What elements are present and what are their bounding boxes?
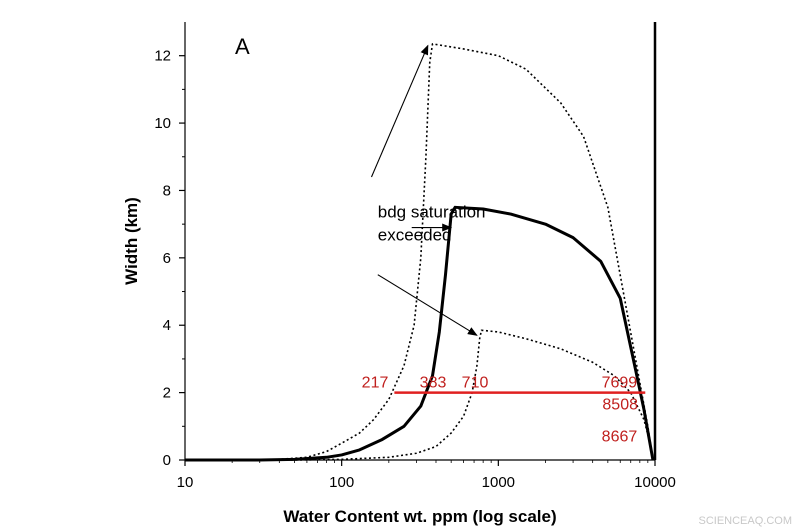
annotation-line: bdg saturation bbox=[378, 202, 486, 221]
x-tick-label: 10000 bbox=[634, 474, 676, 491]
annotation-arrows bbox=[370, 44, 478, 336]
value-label: 383 bbox=[420, 375, 447, 392]
series-line-2 bbox=[185, 329, 654, 461]
y-tick-label: 2 bbox=[163, 385, 171, 402]
watermark: SCIENCEAQ.COM bbox=[698, 515, 792, 527]
panel-label: A bbox=[235, 34, 250, 59]
x-ticks: 10 100 1000 10000 bbox=[177, 460, 676, 491]
series-line-1 bbox=[185, 205, 655, 462]
value-label: 7699 bbox=[602, 375, 638, 392]
y-tick-label: 6 bbox=[163, 250, 171, 267]
series-line-0 bbox=[185, 43, 654, 461]
y-tick-label: 10 bbox=[154, 115, 171, 132]
y-tick-label: 4 bbox=[163, 317, 171, 334]
annotation-line: exceeded bbox=[378, 225, 452, 244]
y-tick-label: 8 bbox=[163, 182, 171, 199]
value-labels: 217 383 710 7699 8508 8667 bbox=[362, 375, 638, 446]
series-layer bbox=[185, 43, 655, 462]
x-axis-title: Water Content wt. ppm (log scale) bbox=[283, 507, 556, 526]
value-label: 8667 bbox=[602, 428, 638, 445]
x-tick-label: 100 bbox=[329, 474, 354, 491]
value-label: 710 bbox=[462, 375, 489, 392]
y-ticks: 0 2 4 6 8 10 12 bbox=[154, 48, 185, 469]
annotation-arrow bbox=[377, 274, 478, 336]
y-axis-title: Width (km) bbox=[122, 197, 141, 285]
annotation-text: bdg saturation exceeded bbox=[378, 202, 490, 244]
y-tick-label: 12 bbox=[154, 48, 171, 65]
value-label: 8508 bbox=[602, 396, 638, 413]
value-label: 217 bbox=[362, 375, 389, 392]
x-tick-label: 10 bbox=[177, 474, 194, 491]
x-tick-label: 1000 bbox=[482, 474, 515, 491]
y-tick-label: 0 bbox=[163, 452, 171, 469]
annotation-arrow bbox=[370, 44, 429, 178]
